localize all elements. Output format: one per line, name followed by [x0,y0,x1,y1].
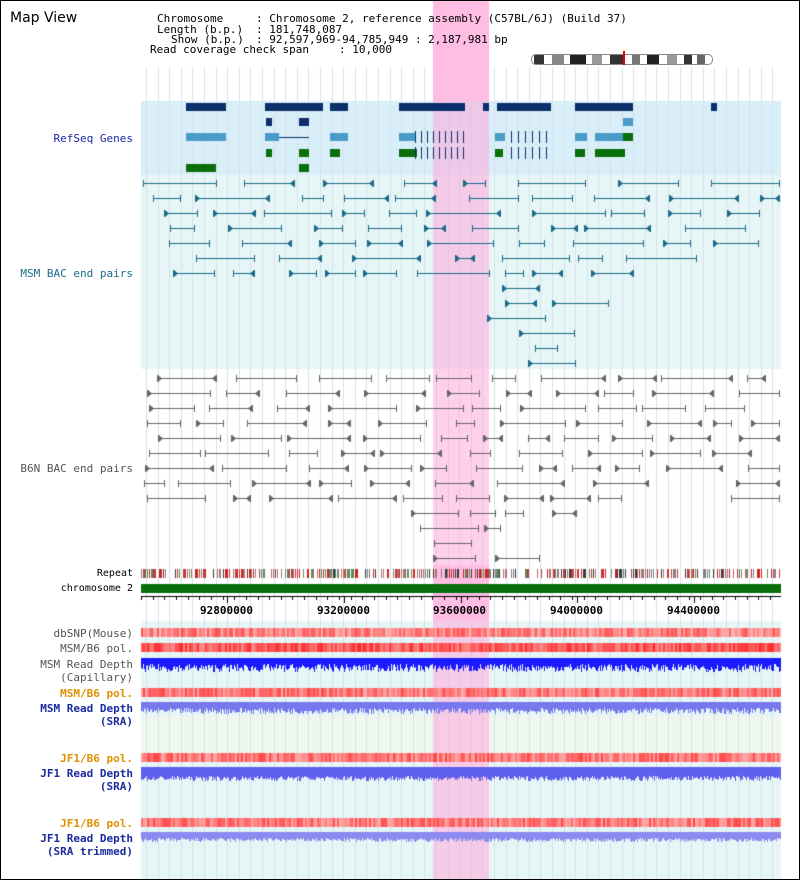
axis-tick-label: 94400000 [667,604,720,617]
chromosome-ideogram[interactable] [531,54,713,65]
axis-tick-label: 94000000 [550,604,603,617]
axis-tick-label: 93200000 [317,604,370,617]
show-value: : 92,597,969-94,785,949 : 2,187,981 bp [256,33,508,46]
chromosome-label: Chromosome [157,12,224,25]
jf1-read-depth-trim-sub-label: (SRA trimmed) [46,845,133,858]
repeat-label: Repeat [96,568,133,579]
msm-bac-label: MSM BAC end pairs [20,267,133,280]
jf1-read-depth-sra-label: JF1 Read Depth [40,767,133,780]
page-title: Map View [10,10,78,26]
axis-tick-label: 92800000 [200,604,253,617]
coverage-label: Read coverage check span [150,43,309,56]
jf1-b6-pol-trim-label: JF1/B6 pol. [60,817,133,830]
b6n-bac-label: B6N BAC end pairs [20,462,133,475]
jf1-b6-pol-label: JF1/B6 pol. [60,752,133,765]
msm-b6-pol-cap-label: MSM/B6 pol. [60,642,133,655]
msm-read-depth-cap-sub-label: (Capillary) [60,671,133,684]
show-label: Show (b.p.) [171,33,244,46]
msm-read-depth-sra-sub-label: (SRA) [99,715,133,728]
jf1-read-depth-trim-label: JF1 Read Depth [40,832,133,845]
msm-read-depth-sra-label: MSM Read Depth [40,702,133,715]
length-value: : 181,748,087 [256,23,343,36]
chromosome-track-label: chromosome 2 [60,583,133,594]
coverage-value: : 10,000 [339,43,392,56]
length-label: Length (b.p.) [157,23,244,36]
msm-read-depth-cap-label: MSM Read Depth [40,658,133,671]
axis-tick-label: 93600000 [433,604,486,617]
dbsnp-label: dbSNP(Mouse) [53,627,133,640]
jf1-read-depth-sra-sub-label: (SRA) [99,780,133,793]
msm-b6-pol-sra-label: MSM/B6 pol. [60,687,133,700]
refseq-genes-label: RefSeq Genes [53,132,133,145]
ideogram-position-marker [623,51,625,65]
chromosome-value: : Chromosome 2, reference assembly (C57B… [256,12,627,25]
